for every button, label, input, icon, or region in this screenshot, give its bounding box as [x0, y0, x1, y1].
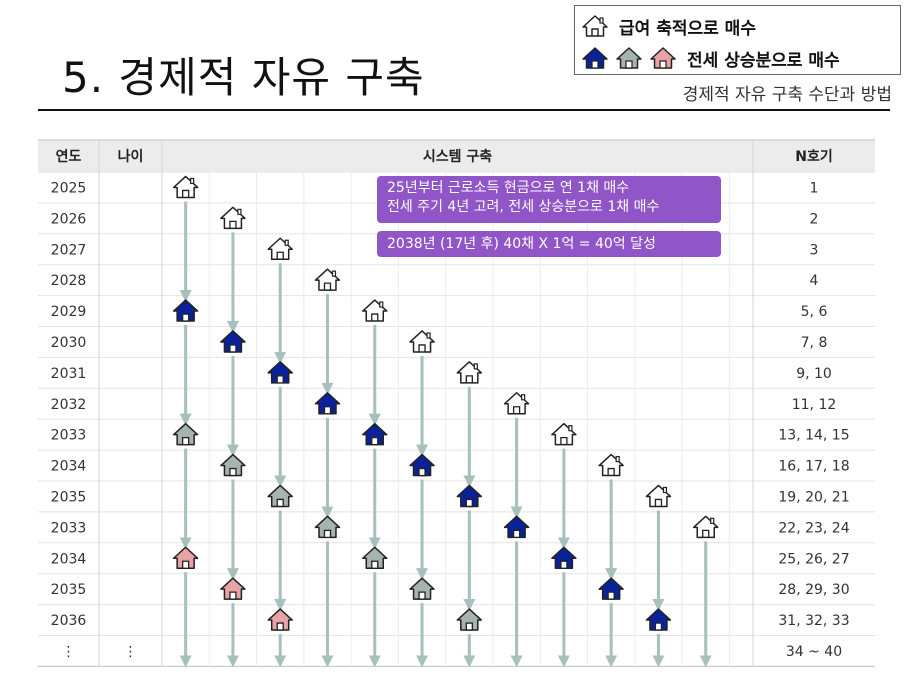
header-system: 시스템 구축	[423, 148, 492, 165]
callout-line-1: 25년부터 근로소득 현금으로 연 1채 매수	[387, 180, 630, 196]
year-cell: 2035	[51, 489, 87, 505]
house-outline-icon	[314, 268, 341, 291]
house-outline-icon	[456, 361, 483, 384]
house-gray-icon	[616, 47, 642, 69]
house-navy-icon	[267, 361, 293, 384]
house-outline-icon	[598, 453, 624, 477]
house-gray-icon	[409, 577, 435, 600]
house-outline-icon	[692, 515, 719, 539]
house-pink-icon	[267, 608, 293, 631]
house-navy-icon	[598, 577, 624, 600]
house-outline-icon	[267, 237, 293, 260]
year-cell: 2033	[51, 428, 87, 444]
year-cell: 2030	[51, 335, 87, 351]
house-outline-icon	[551, 422, 577, 446]
year-cell: 2028	[51, 273, 87, 289]
legend-jeonse-label: 전세 상승분으로 매수	[687, 50, 840, 71]
age-cell: ⋮	[124, 644, 138, 660]
house-pink-icon	[172, 546, 199, 569]
header-age: 나이	[118, 148, 144, 165]
callout-strategy: 25년부터 근로소득 현금으로 연 1채 매수 전세 주기 4년 고려, 전세 …	[377, 176, 721, 223]
house-outline-icon	[645, 484, 672, 508]
house-navy-icon	[220, 330, 246, 353]
house-navy-icon	[409, 453, 435, 477]
house-navy-icon	[551, 546, 577, 569]
house-outline-icon	[220, 206, 246, 230]
house-navy-icon	[582, 47, 608, 69]
house-navy-icon	[503, 515, 530, 539]
house-pink-icon	[650, 47, 676, 69]
house-outline-icon	[582, 15, 608, 37]
house-gray-icon	[172, 422, 199, 446]
year-cell: 2033	[51, 520, 87, 536]
house-gray-icon	[456, 608, 483, 631]
house-gray-icon	[314, 515, 341, 539]
n-cell: 13, 14, 15	[778, 428, 849, 444]
title-underline	[38, 109, 890, 111]
legend-salary-label: 급여 축적으로 매수	[619, 18, 756, 39]
n-cell: 3	[810, 242, 819, 258]
house-gray-icon	[220, 453, 246, 477]
n-cell: 22, 23, 24	[778, 520, 849, 536]
callout-goal: 2038년 (17년 후) 40채 X 1억 = 40억 달성	[377, 231, 721, 257]
year-cell: 2032	[51, 397, 87, 413]
year-cell: 2026	[51, 211, 87, 227]
year-cell: 2034	[51, 551, 87, 567]
n-cell: 9, 10	[796, 366, 832, 382]
house-outline-icon	[503, 392, 530, 415]
house-pink-icon	[220, 577, 246, 600]
house-navy-icon	[456, 484, 483, 508]
n-cell: 2	[810, 211, 819, 227]
legend-row-salary: 급여 축적으로 매수	[581, 11, 756, 41]
n-cell: 5, 6	[801, 304, 828, 320]
year-cell: 2031	[51, 366, 87, 382]
legend-box: 급여 축적으로 매수 전세 상승분으로 매수	[574, 5, 901, 75]
table-header-bg	[38, 140, 875, 172]
slide-title: 5. 경제적 자유 구축	[62, 53, 425, 102]
n-cell: 11, 12	[792, 397, 837, 413]
n-cell: 1	[810, 180, 819, 196]
n-cell: 7, 8	[801, 335, 828, 351]
house-gray-icon	[267, 484, 293, 508]
n-cell: 34 ~ 40	[786, 644, 842, 660]
n-cell: 31, 32, 33	[778, 613, 849, 629]
n-cell: 4	[810, 273, 819, 289]
year-cell: 2036	[51, 613, 87, 629]
header-year: 연도	[56, 149, 82, 165]
year-cell: 2029	[51, 304, 87, 320]
legend-row-jeonse: 전세 상승분으로 매수	[581, 43, 840, 73]
year-cell: ⋮	[62, 644, 76, 660]
year-cell: 2025	[51, 180, 87, 196]
year-cell: 2035	[51, 582, 87, 598]
house-outline-icon	[172, 175, 199, 199]
year-cell: 2027	[51, 242, 87, 258]
n-cell: 16, 17, 18	[778, 459, 849, 475]
house-navy-icon	[362, 422, 388, 446]
house-outline-icon	[409, 330, 435, 353]
header-n: N호기	[795, 149, 832, 165]
house-navy-icon	[314, 392, 341, 415]
n-cell: 28, 29, 30	[778, 582, 849, 598]
house-navy-icon	[172, 299, 199, 322]
year-cell: 2034	[51, 459, 87, 475]
n-cell: 19, 20, 21	[778, 489, 849, 505]
house-navy-icon	[645, 608, 672, 631]
slide-subtitle: 경제적 자유 구축 수단과 방법	[682, 85, 892, 105]
callout-line-2: 전세 주기 4년 고려, 전세 상승분으로 1채 매수	[387, 199, 660, 215]
house-gray-icon	[362, 546, 388, 569]
n-cell: 25, 26, 27	[778, 551, 849, 567]
house-outline-icon	[362, 299, 388, 322]
